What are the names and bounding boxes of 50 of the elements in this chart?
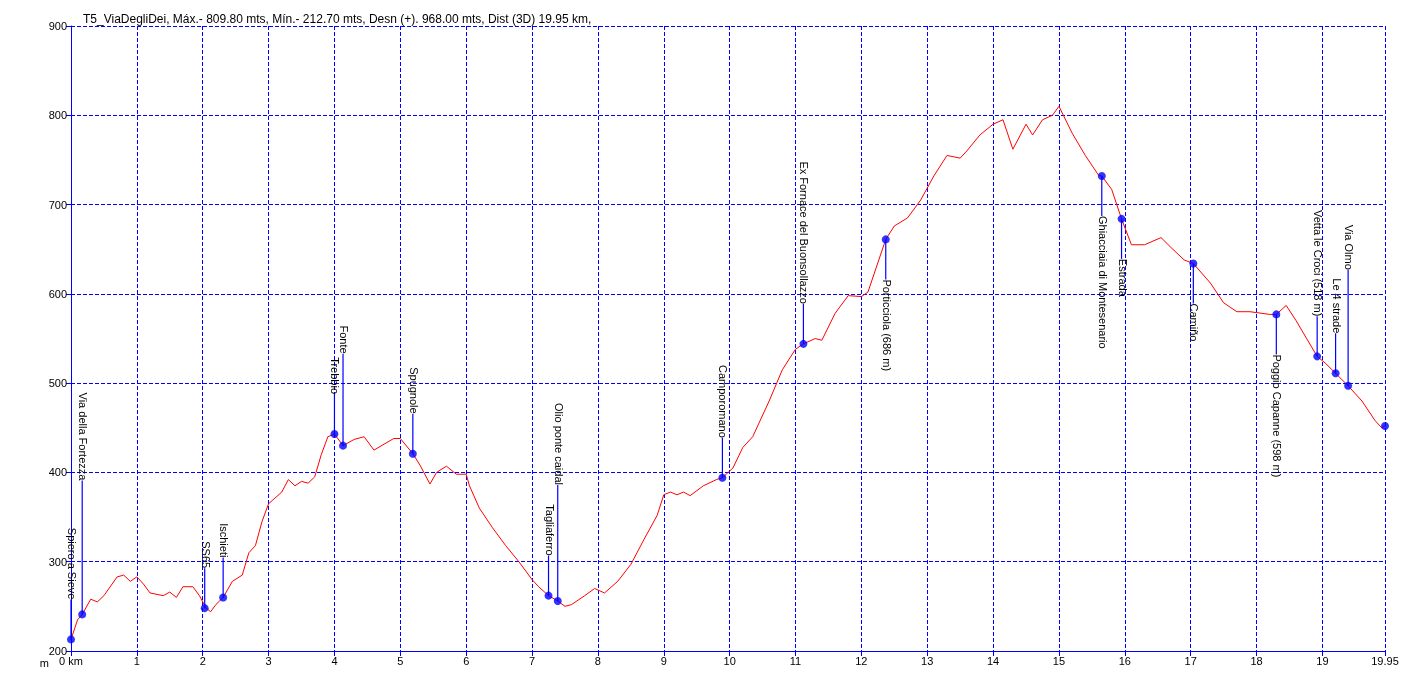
annotation: Le 4 strade (1330, 278, 1343, 334)
x-tick-label: 17 (1184, 654, 1197, 667)
x-tick-label: 2 (199, 654, 206, 667)
annotation: Vetta le Croci (518 m) (1312, 209, 1325, 317)
x-tick-label: 12 (855, 654, 868, 667)
annotation: Ex Fornace del Buonsollazzo (798, 161, 811, 304)
annotation: Trebbio (329, 357, 342, 395)
x-tick-label: 0 km (59, 654, 83, 667)
annotation: Olio ponte caidal (552, 403, 565, 485)
x-tick-label: 16 (1118, 654, 1131, 667)
y-tick-label: 800 (48, 109, 67, 122)
y-tick-label: 200 (48, 645, 67, 657)
annotation: Poggio Capanne (598 m) (1271, 354, 1284, 478)
x-tick-label: 1 (133, 654, 140, 667)
x-tick-label: 5 (397, 654, 404, 667)
x-tick-label: 18 (1250, 654, 1263, 667)
annotation: Estrada (1116, 258, 1129, 298)
chart-title: T5_ViaDegliDei, Máx.- 809.80 mts, Mín.- 212.70 mts, Desn (+). 968.00 mts, Dist (3D) 19.95 km, (83, 12, 592, 26)
x-tick-label: 7 (528, 654, 536, 667)
annotation: Spugnole (407, 367, 420, 414)
annotation: Fonte (338, 325, 351, 354)
y-tick-label: 700 (48, 198, 67, 211)
annotation: Spiero a Sieve (66, 527, 78, 600)
annotation: Ghiacciaia di Montesenario (1096, 216, 1109, 349)
x-tick-label: 15 (1052, 654, 1066, 667)
y-axis-title: m (39, 656, 49, 669)
y-tick-label: 500 (48, 377, 67, 390)
annotation: Ischieti (218, 523, 231, 558)
x-tick-label: 3 (265, 654, 272, 667)
x-tick-label: 10 (723, 654, 736, 667)
x-tick-label: 8 (594, 654, 601, 667)
x-tick-label: 13 (921, 654, 934, 667)
annotation: Porticciola (686 m) (880, 279, 893, 372)
y-tick-label: 300 (48, 555, 67, 568)
x-tick-label: 19 (1316, 654, 1329, 667)
x-tick-label: 14 (986, 654, 1000, 667)
annotation: Camiño (1188, 303, 1201, 342)
y-tick-label: 900 (48, 20, 67, 32)
x-tick-label: 19.95 (1371, 654, 1399, 667)
x-tick-label: 6 (463, 654, 470, 667)
annotation: Via della Fortezza (77, 392, 90, 482)
y-tick-label: 600 (48, 287, 67, 300)
annotation: Tagliaferro (543, 504, 556, 556)
annotation: Via Olmo (1343, 224, 1356, 270)
x-tick-label: 4 (331, 654, 338, 667)
annotation: SS65 (199, 541, 212, 569)
x-tick-label: 11 (789, 654, 802, 667)
y-tick-label: 400 (48, 466, 67, 479)
x-tick-label: 9 (660, 654, 667, 667)
annotation: Camporomano (717, 365, 730, 438)
